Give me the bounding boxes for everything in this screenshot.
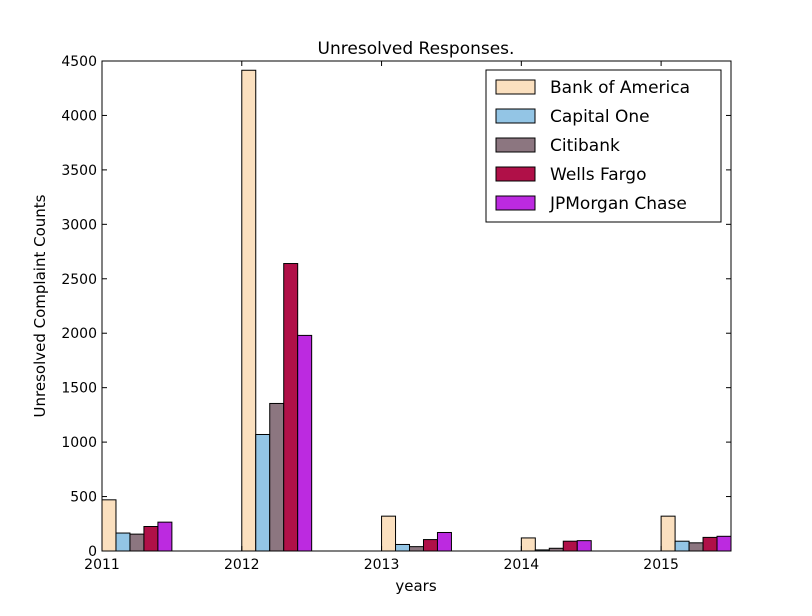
y-tick-label: 3000	[61, 217, 97, 233]
x-axis-label: years	[395, 577, 436, 595]
bar-capital-one-2013	[395, 543, 411, 552]
bar-wells-fargo-2012	[283, 263, 299, 552]
bar-bank-of-america-2015	[660, 515, 676, 552]
bar-jpmorgan-chase-2013	[436, 531, 452, 552]
y-tick-label: 1500	[61, 381, 97, 397]
legend-label: Wells Fargo	[550, 165, 647, 185]
bar-citibank-2015	[688, 542, 704, 552]
bar-citibank-2012	[269, 402, 285, 552]
bar-jpmorgan-chase-2012	[297, 334, 313, 552]
y-tick-label: 2500	[61, 272, 97, 288]
y-tick-label: 0	[88, 544, 97, 560]
legend-swatch-capital-one	[495, 108, 536, 124]
y-tick-label: 500	[70, 490, 97, 506]
legend-label: Citibank	[550, 136, 620, 156]
chart-title: Unresolved Responses.	[318, 39, 515, 59]
bar-capital-one-2011	[115, 532, 131, 552]
bar-jpmorgan-chase-2011	[157, 521, 173, 552]
x-tick-label: 2015	[643, 557, 679, 573]
bar-wells-fargo-2011	[143, 526, 159, 552]
legend-swatch-citibank	[495, 137, 536, 153]
y-tick-label: 4000	[61, 108, 97, 124]
x-tick-label: 2012	[224, 557, 260, 573]
legend: Bank of America Capital One Citibank Wells …	[485, 69, 722, 223]
legend-label: Bank of America	[550, 78, 690, 98]
x-tick-label: 2011	[84, 557, 120, 573]
plot-frame	[101, 60, 732, 552]
bar-wells-fargo-2014	[562, 540, 578, 552]
bar-citibank-2013	[409, 546, 424, 552]
bar-capital-one-2015	[674, 540, 690, 552]
bar-jpmorgan-chase-2015	[716, 535, 732, 552]
bar-bank-of-america-2014	[520, 537, 536, 552]
x-tick-label: 2014	[504, 557, 540, 573]
bar-bank-of-america-2012	[241, 69, 257, 552]
bar-jpmorgan-chase-2014	[576, 540, 592, 552]
bar-wells-fargo-2015	[702, 536, 718, 552]
bar-bank-of-america-2013	[381, 515, 397, 552]
legend-swatch-jpmorgan-chase	[495, 195, 536, 211]
axis-ticks: 0 500 1000 1500 2000 2500 3000 3500 4000 4500 2011…	[61, 54, 731, 573]
legend-swatch-wells-fargo	[495, 166, 536, 182]
bar-citibank-2011	[129, 533, 145, 552]
legend-label: Capital One	[550, 107, 650, 127]
bar-wells-fargo-2013	[422, 539, 438, 552]
legend-label: JPMorgan Chase	[549, 194, 687, 214]
y-tick-label: 2000	[61, 326, 97, 342]
y-tick-label: 1000	[61, 435, 97, 451]
y-tick-label: 4500	[61, 54, 97, 70]
y-axis-label: Unresolved Complaint Counts	[31, 194, 49, 417]
bar-capital-one-2012	[255, 433, 271, 552]
legend-swatch-bank-of-america	[495, 79, 536, 95]
bar-bank-of-america-2011	[101, 499, 117, 552]
bars-group	[101, 69, 732, 552]
x-tick-label: 2013	[364, 557, 400, 573]
y-tick-label: 3500	[61, 163, 97, 179]
